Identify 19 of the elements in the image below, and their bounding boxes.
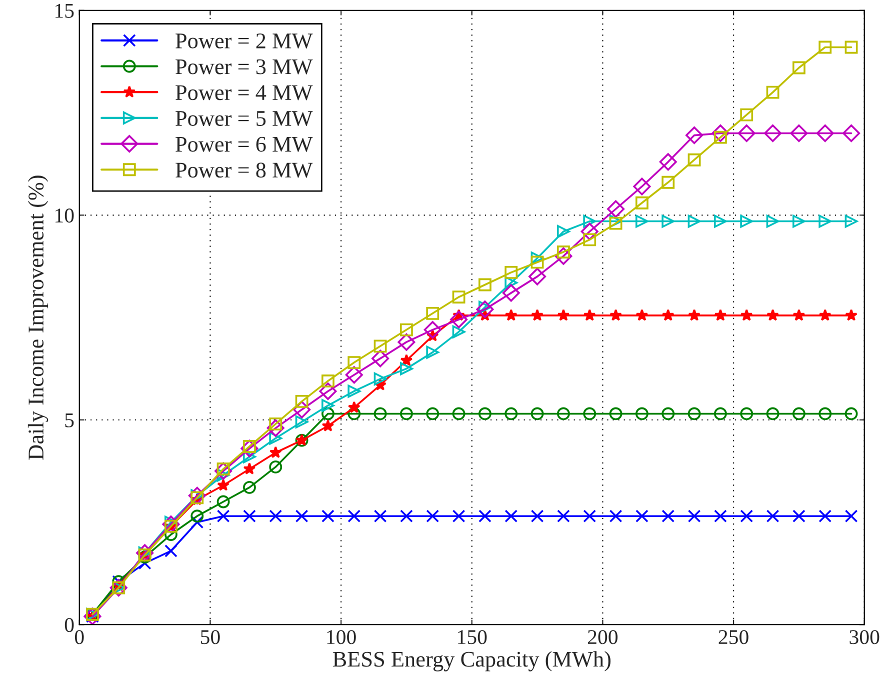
legend-label: Power = 2 MW [176, 33, 313, 49]
x-tick-label: 100 [327, 630, 356, 644]
legend-label: Power = 6 MW [176, 136, 313, 152]
legend-label: Power = 4 MW [176, 85, 313, 100]
x-tick-label: 200 [588, 630, 618, 644]
y-axis-title: Daily Income Improvement (%) [28, 176, 48, 460]
x-tick-label: 0 [74, 630, 84, 644]
legend-label: Power = 3 MW [176, 59, 313, 74]
x-tick-label: 250 [718, 630, 748, 644]
x-axis-title: BESS Energy Capacity (MWh) [332, 651, 610, 672]
x-tick-label: 300 [850, 630, 880, 644]
y-tick-label: 0 [64, 618, 74, 632]
y-tick-label: 10 [56, 208, 74, 223]
x-tick-label: 150 [458, 630, 487, 644]
x-tick-label: 50 [201, 630, 220, 644]
legend-label: Power = 5 MW [176, 111, 313, 126]
legend-label: Power = 8 MW [176, 162, 313, 178]
y-tick-label: 15 [56, 4, 74, 18]
y-tick-label: 5 [65, 413, 74, 428]
